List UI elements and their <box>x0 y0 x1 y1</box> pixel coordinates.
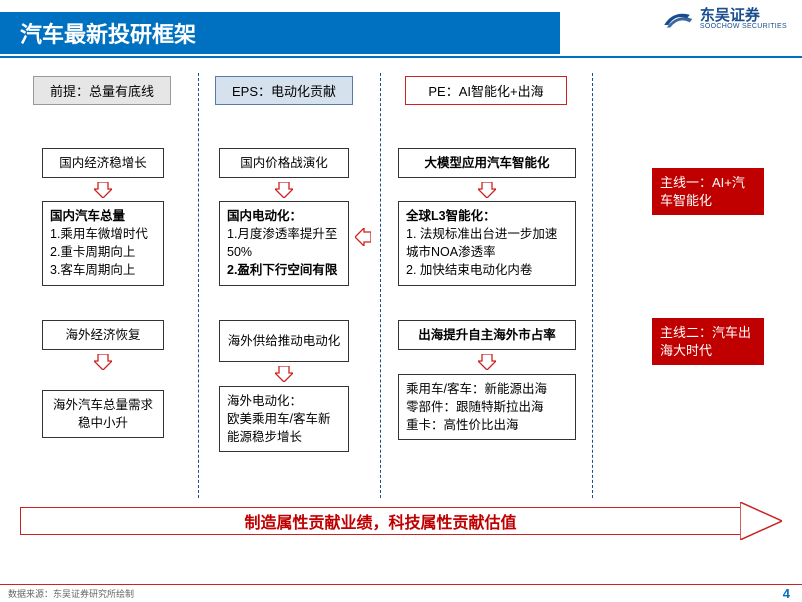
divider-1 <box>198 73 199 498</box>
header: 汽车最新投研框架 东吴证券 SOOCHOW SECURITIES <box>0 0 802 54</box>
summary-arrow-text: 制造属性贡献业绩，科技属性贡献估值 <box>20 507 740 535</box>
box-c3: 出海提升自主海外市占率 <box>398 320 576 350</box>
col1-header: 前提：总量有底线 <box>33 76 171 105</box>
arrow-down-icon <box>275 182 293 198</box>
slide-title: 汽车最新投研框架 <box>0 12 560 54</box>
box-b1: 国内价格战演化 <box>219 148 349 178</box>
diagram-content: 前提：总量有底线 EPS：电动化贡献 PE：AI智能化+出海 国内经济稳增长 国… <box>0 58 802 548</box>
theme-tag-2: 主线二：汽车出海大时代 <box>652 318 764 365</box>
footer: 数据来源：东吴证券研究所绘制 4 <box>0 584 802 602</box>
box-c2: 全球L3智能化： 1. 法规标准出台进一步加速城市NOA渗透率 2. 加快结束电… <box>398 201 576 286</box>
box-b4: 海外电动化： 欧美乘用车/客车新能源稳步增长 <box>219 386 349 452</box>
arrow-down-icon <box>478 354 496 370</box>
box-c2-title: 全球L3智能化： <box>406 209 496 223</box>
box-a3: 海外经济恢复 <box>42 320 164 350</box>
box-b3: 海外供给推动电动化 <box>219 320 349 362</box>
box-c4: 乘用车/客车：新能源出海 零部件：跟随特斯拉出海 重卡：高性价比出海 <box>398 374 576 440</box>
arrow-down-icon <box>275 366 293 382</box>
box-b4-l1: 欧美乘用车/客车新能源稳步增长 <box>227 412 330 444</box>
box-a2-l1: 1.乘用车微增时代 <box>50 227 148 241</box>
box-b2-l2: 2.盈利下行空间有限 <box>227 263 337 277</box>
theme-tag-1: 主线一：AI+汽车智能化 <box>652 168 764 215</box>
arrow-right-icon <box>740 502 782 540</box>
divider-2 <box>380 73 381 498</box>
box-c1: 大模型应用汽车智能化 <box>398 148 576 178</box>
logo-icon <box>660 6 694 32</box>
box-c2-l2: 2. 加快结束电动化内卷 <box>406 263 532 277</box>
box-c4-l1: 乘用车/客车：新能源出海 <box>406 382 547 396</box>
box-a2-l3: 3.客车周期向上 <box>50 263 135 277</box>
arrow-left-icon <box>355 228 371 246</box>
box-a2-l2: 2.重卡周期向上 <box>50 245 135 259</box>
summary-arrow: 制造属性贡献业绩，科技属性贡献估值 <box>20 502 782 540</box>
box-b2-l1: 1.月度渗透率提升至50% <box>227 227 337 259</box>
box-a2-title: 国内汽车总量 <box>50 209 125 223</box>
box-b2-title: 国内电动化： <box>227 209 302 223</box>
box-a1: 国内经济稳增长 <box>42 148 164 178</box>
box-b4-title: 海外电动化： <box>227 394 302 408</box>
footer-source: 数据来源：东吴证券研究所绘制 <box>8 587 134 600</box>
box-a2: 国内汽车总量 1.乘用车微增时代 2.重卡周期向上 3.客车周期向上 <box>42 201 164 286</box>
logo-en: SOOCHOW SECURITIES <box>700 23 787 30</box>
box-a4: 海外汽车总量需求稳中小升 <box>42 390 164 438</box>
box-c4-l3: 重卡：高性价比出海 <box>406 418 519 432</box>
logo-cn: 东吴证券 <box>700 8 787 23</box>
divider-3 <box>592 73 593 498</box>
col3-header: PE：AI智能化+出海 <box>405 76 567 105</box>
arrow-down-icon <box>94 182 112 198</box>
arrow-down-icon <box>478 182 496 198</box>
box-c4-l2: 零部件：跟随特斯拉出海 <box>406 400 544 414</box>
arrow-down-icon <box>94 354 112 370</box>
box-c2-l1: 1. 法规标准出台进一步加速城市NOA渗透率 <box>406 227 557 259</box>
brand-logo: 东吴证券 SOOCHOW SECURITIES <box>660 6 787 32</box>
page-number: 4 <box>783 586 790 601</box>
box-b2: 国内电动化： 1.月度渗透率提升至50% 2.盈利下行空间有限 <box>219 201 349 286</box>
col2-header: EPS：电动化贡献 <box>215 76 353 105</box>
